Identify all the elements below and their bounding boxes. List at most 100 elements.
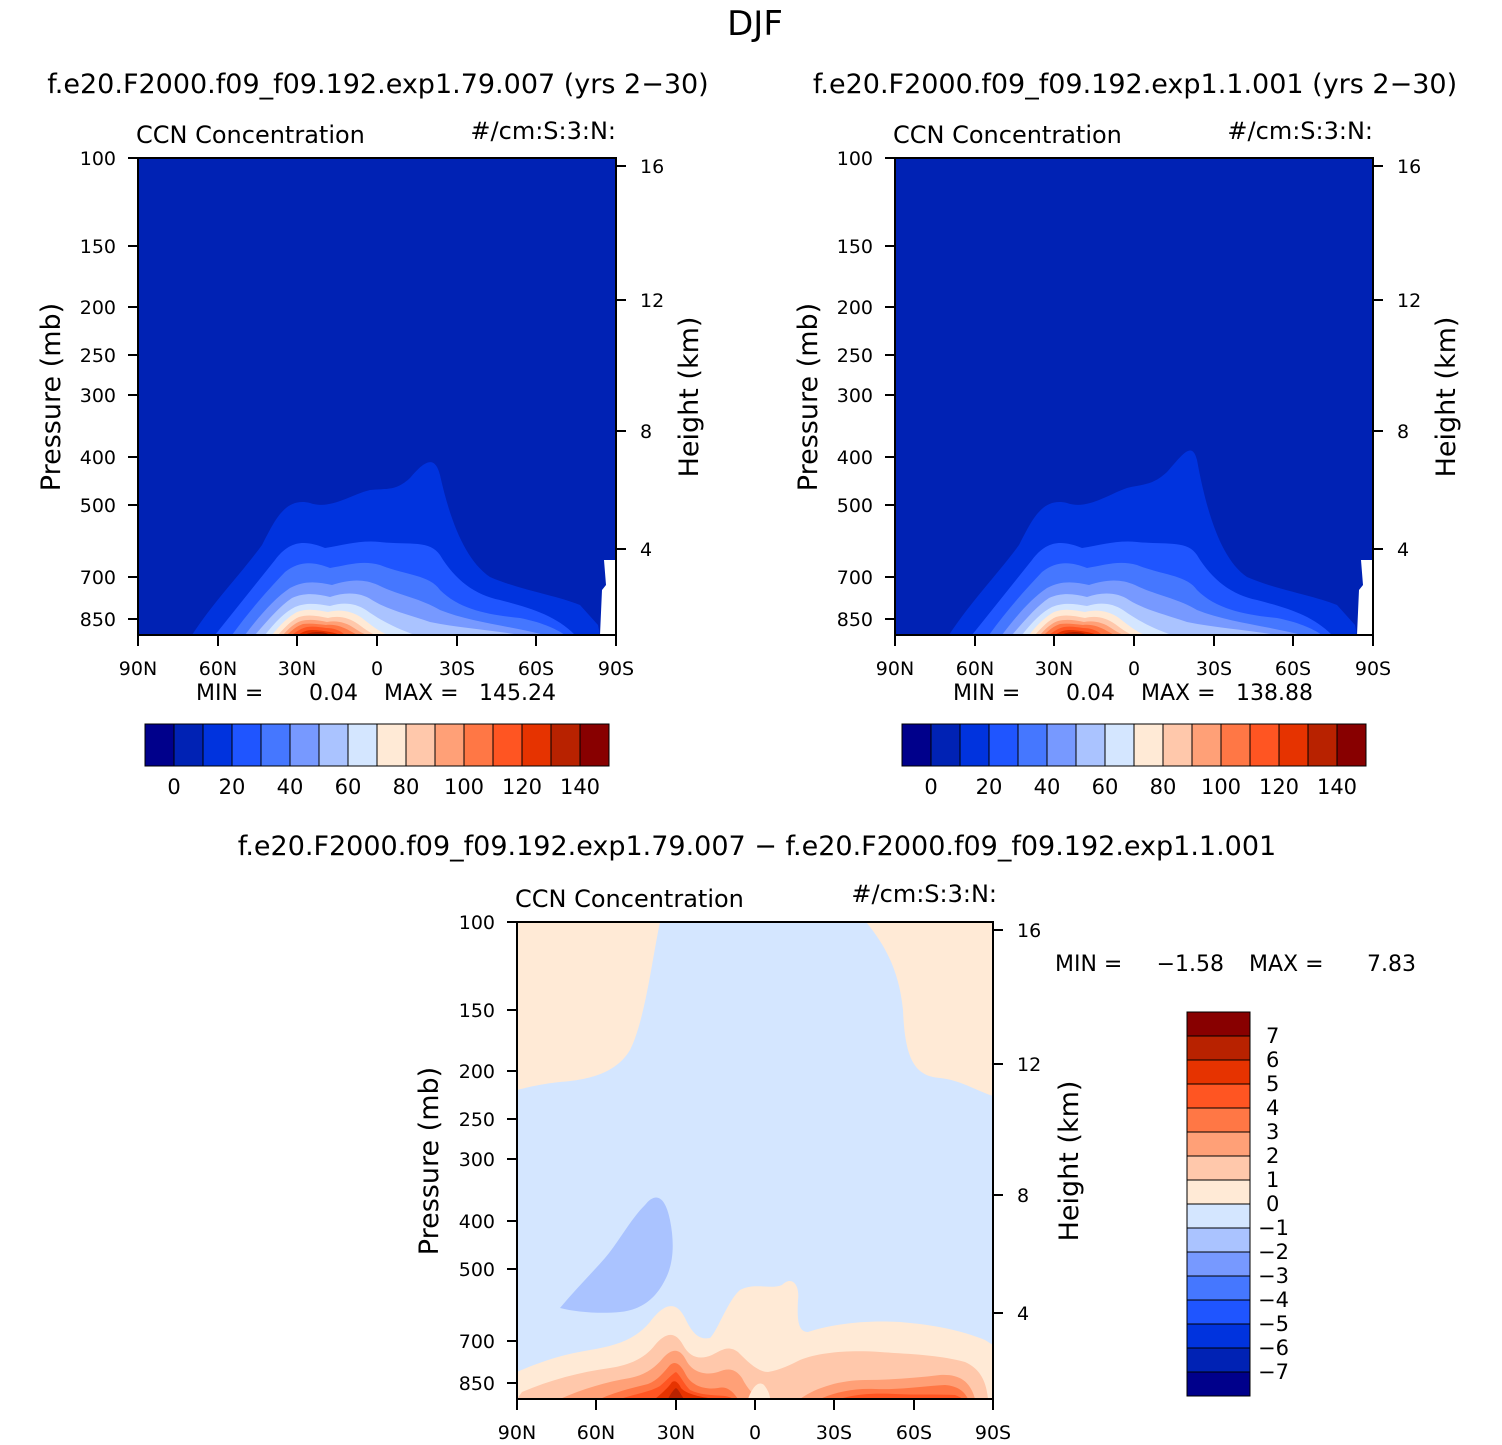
colorbar-3-box-9	[1186, 1179, 1251, 1205]
colorbar-1-box-9	[376, 723, 407, 767]
colorbar-1-box-8	[347, 723, 378, 767]
panel-2-max-label: MAX =	[1141, 681, 1216, 706]
panel-1-xtick-label-30s: 30S	[439, 658, 475, 680]
panel-2-ytick-label-850: 850	[837, 609, 873, 631]
colorbar-3-box-5	[1186, 1275, 1251, 1301]
colorbar-1-label-5: 80	[393, 775, 420, 799]
panel-3-max-value: 7.83	[1367, 952, 1416, 977]
panel-1-max-value: 145.24	[479, 681, 556, 706]
panel-1-min-label: MIN =	[196, 681, 263, 706]
colorbar-3-box-13	[1186, 1083, 1251, 1109]
panel-2-htick-label-8: 8	[1397, 421, 1409, 443]
colorbar-1-box-15	[550, 723, 581, 767]
panel-2-xtick-label-30s: 30S	[1196, 658, 1232, 680]
panel-1-ytick-label-150: 150	[80, 236, 116, 258]
panel-1-left-axis: 100 150 200 250 300 400 500 700 850	[80, 148, 138, 631]
colorbar-3-box-6	[1186, 1251, 1251, 1277]
panel-1-htick-label-16: 16	[640, 156, 664, 178]
panel-2-ytick-label-300: 300	[837, 385, 873, 407]
panel-3-contour-pos-5b	[840, 1393, 962, 1399]
panel-1-htick-label-4: 4	[640, 539, 652, 561]
panel-2-case-title: f.e20.F2000.f09_f09.192.exp1.1.001 (yrs …	[813, 69, 1457, 100]
colorbar-2-box-8	[1104, 723, 1135, 767]
panel-3-min-value: −1.58	[1157, 952, 1224, 977]
colorbar-3-label-11: 3	[1266, 1120, 1279, 1144]
panel-2-htick-label-12: 12	[1397, 290, 1421, 312]
colorbar-3-label-12: 4	[1266, 1096, 1279, 1120]
panel-2-ytick-label-500: 500	[837, 495, 873, 517]
panel-3-left-axis: 100 150 200 250 300 400 500 700 850	[459, 912, 517, 1395]
panel-2-variable-label: CCN Concentration	[893, 121, 1122, 149]
panel-1-ytick-label-400: 400	[80, 447, 116, 469]
colorbar-3-box-8	[1186, 1203, 1251, 1229]
panel-3-contour-pos-3a	[560, 1350, 760, 1399]
panel-3-htick-label-12: 12	[1017, 1054, 1041, 1076]
colorbar-2-box-11	[1191, 723, 1222, 767]
panel-3-contour-pos-eq-gap	[748, 1383, 770, 1399]
panel-2-xtick-label-90s: 90S	[1355, 658, 1391, 680]
colorbar-1-box-4	[231, 723, 262, 767]
panel-1-units-label: #/cm:S:3:N:	[470, 117, 616, 145]
colorbar-2-box-14	[1278, 723, 1309, 767]
panel-3-ytick-label-200: 200	[459, 1061, 495, 1083]
panel-3-ytick-label-150: 150	[459, 1000, 495, 1022]
panel-1-ytick-label-100: 100	[80, 148, 116, 170]
panel-2-right-axis: 16 12 8 4	[1373, 156, 1421, 561]
colorbar-3-label-1: −7	[1258, 1360, 1289, 1384]
panel-1-ytick-label-500: 500	[80, 495, 116, 517]
panel-1-xtick-label-90s: 90S	[598, 658, 634, 680]
panel-1-height-axis-title: Height (km)	[674, 317, 705, 478]
colorbar-1-label-1: 0	[167, 775, 180, 799]
colorbar-3-box-12	[1186, 1107, 1251, 1133]
panel-1-xtick-label-30n: 30N	[278, 658, 316, 680]
panel-2: f.e20.F2000.f09_f09.192.exp1.1.001 (yrs …	[793, 69, 1462, 799]
colorbar-3-box-7	[1186, 1227, 1251, 1253]
colorbar-3-label-9: 1	[1266, 1168, 1279, 1192]
colorbar-2-label-3: 40	[1034, 775, 1061, 799]
panel-1-x-axis: 90N 60N 30N 0 30S 60S 90S	[119, 635, 634, 680]
colorbar-1-label-8: 140	[560, 775, 600, 799]
panel-3-ytick-label-300: 300	[459, 1149, 495, 1171]
colorbar-2-label-6: 100	[1201, 775, 1241, 799]
panel-2-ytick-label-200: 200	[837, 297, 873, 319]
panel-3-variable-label: CCN Concentration	[515, 885, 744, 913]
colorbar-3-box-15	[1186, 1035, 1251, 1061]
panel-3-xtick-label-eq: 0	[749, 1422, 761, 1444]
colorbar-1-box-7	[318, 723, 349, 767]
panel-1-htick-label-12: 12	[640, 290, 664, 312]
panel-2-plot-area	[894, 157, 1374, 636]
panel-1-right-axis: 16 12 8 4	[616, 156, 664, 561]
panel-2-max-value: 138.88	[1236, 681, 1313, 706]
panel-3-colorbar: −7 −6 −5 −4 −3 −2 −1 0 1 2 3 4 5 6 7	[1186, 1011, 1289, 1397]
panel-2-ytick-label-150: 150	[837, 236, 873, 258]
panel-2-left-axis: 100 150 200 250 300 400 500 700 850	[837, 148, 895, 631]
colorbar-2-box-6	[1046, 723, 1077, 767]
colorbar-2-box-1	[901, 723, 932, 767]
colorbar-3-label-7: −1	[1258, 1216, 1289, 1240]
panel-2-min-value: 0.04	[1066, 681, 1115, 706]
colorbar-1-label-2: 20	[219, 775, 246, 799]
panel-1-xtick-label-90n: 90N	[119, 658, 157, 680]
colorbar-2-box-2	[930, 723, 961, 767]
panel-1-contour-0	[138, 158, 616, 635]
panel-2-ytick-label-700: 700	[837, 567, 873, 589]
colorbar-2-box-7	[1075, 723, 1106, 767]
panel-3-ytick-label-500: 500	[459, 1259, 495, 1281]
panel-3-contour-pos-sh-top	[866, 922, 993, 1096]
panel-2-missing-data-area	[1357, 560, 1373, 635]
colorbar-2-label-5: 80	[1150, 775, 1177, 799]
panel-2-ytick-label-250: 250	[837, 345, 873, 367]
panel-3-contour-pos-6	[655, 1381, 715, 1399]
colorbar-2-box-5	[1017, 723, 1048, 767]
colorbar-3-box-16	[1186, 1011, 1251, 1037]
panel-2-ytick-label-100: 100	[837, 148, 873, 170]
colorbar-3-label-5: −3	[1258, 1264, 1289, 1288]
panel-3-plot-area	[516, 921, 994, 1400]
panel-1-missing-data-area	[600, 560, 616, 635]
colorbar-1-label-3: 40	[277, 775, 304, 799]
colorbar-2-box-9	[1133, 723, 1164, 767]
panel-1-xtick-label-60s: 60S	[518, 658, 554, 680]
colorbar-2-box-15	[1307, 723, 1338, 767]
panel-1-ytick-label-300: 300	[80, 385, 116, 407]
colorbar-2-label-8: 140	[1317, 775, 1357, 799]
